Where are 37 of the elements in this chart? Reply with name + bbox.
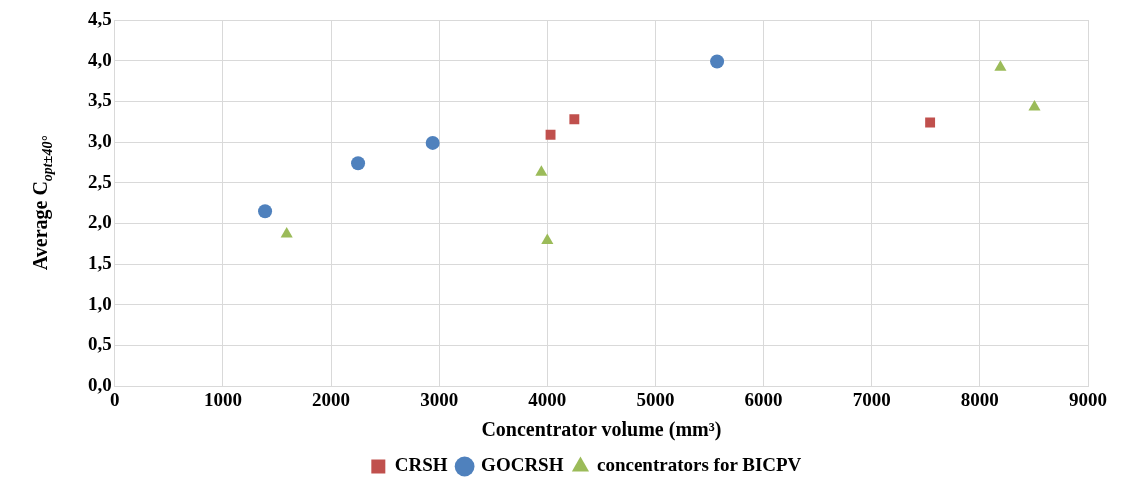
point (280, 227, 293, 238)
point (1028, 100, 1041, 111)
y-tick-label: 3,5 (88, 89, 112, 111)
x-tick-label: 9000 (1069, 388, 1107, 410)
legend-label: GOCRSH (481, 454, 564, 476)
point (545, 129, 556, 140)
y-tick-label: 0,0 (88, 374, 112, 396)
point (994, 60, 1007, 71)
y-tick-label: 4,0 (88, 48, 112, 70)
y-axis-title: Average Copt±40° (29, 135, 55, 271)
point (710, 54, 725, 69)
y-tick-label: 0,5 (88, 333, 112, 355)
point (535, 165, 548, 176)
legend-label: CRSH (394, 454, 448, 476)
point (351, 156, 366, 171)
x-tick-label: 4000 (528, 388, 567, 410)
point (541, 233, 554, 245)
y-tick-label: 2,5 (88, 170, 112, 192)
y-tick-label: 4,5 (88, 7, 112, 29)
y-tick-label: 2,0 (88, 211, 112, 233)
point (425, 135, 440, 150)
point (258, 204, 273, 219)
x-tick-label: 5000 (636, 388, 675, 410)
x-tick-label: 3000 (420, 388, 459, 410)
x-tick-label: 7000 (852, 388, 891, 410)
legend-label: concentrators for BICPV (596, 454, 802, 476)
y-tick-label: 1,5 (88, 252, 112, 274)
x-tick-label: 2000 (312, 388, 351, 410)
x-tick-label: 1000 (203, 388, 242, 410)
x-axis-title: Concentrator volume (mm³) (481, 418, 722, 442)
x-tick-label: 6000 (744, 388, 783, 410)
y-tick-label: 1,0 (88, 292, 112, 314)
point (569, 114, 580, 125)
x-tick-label: 0 (110, 388, 120, 410)
x-tick-label: 8000 (960, 388, 999, 410)
point (925, 117, 936, 128)
y-tick-label: 3,0 (88, 129, 112, 151)
